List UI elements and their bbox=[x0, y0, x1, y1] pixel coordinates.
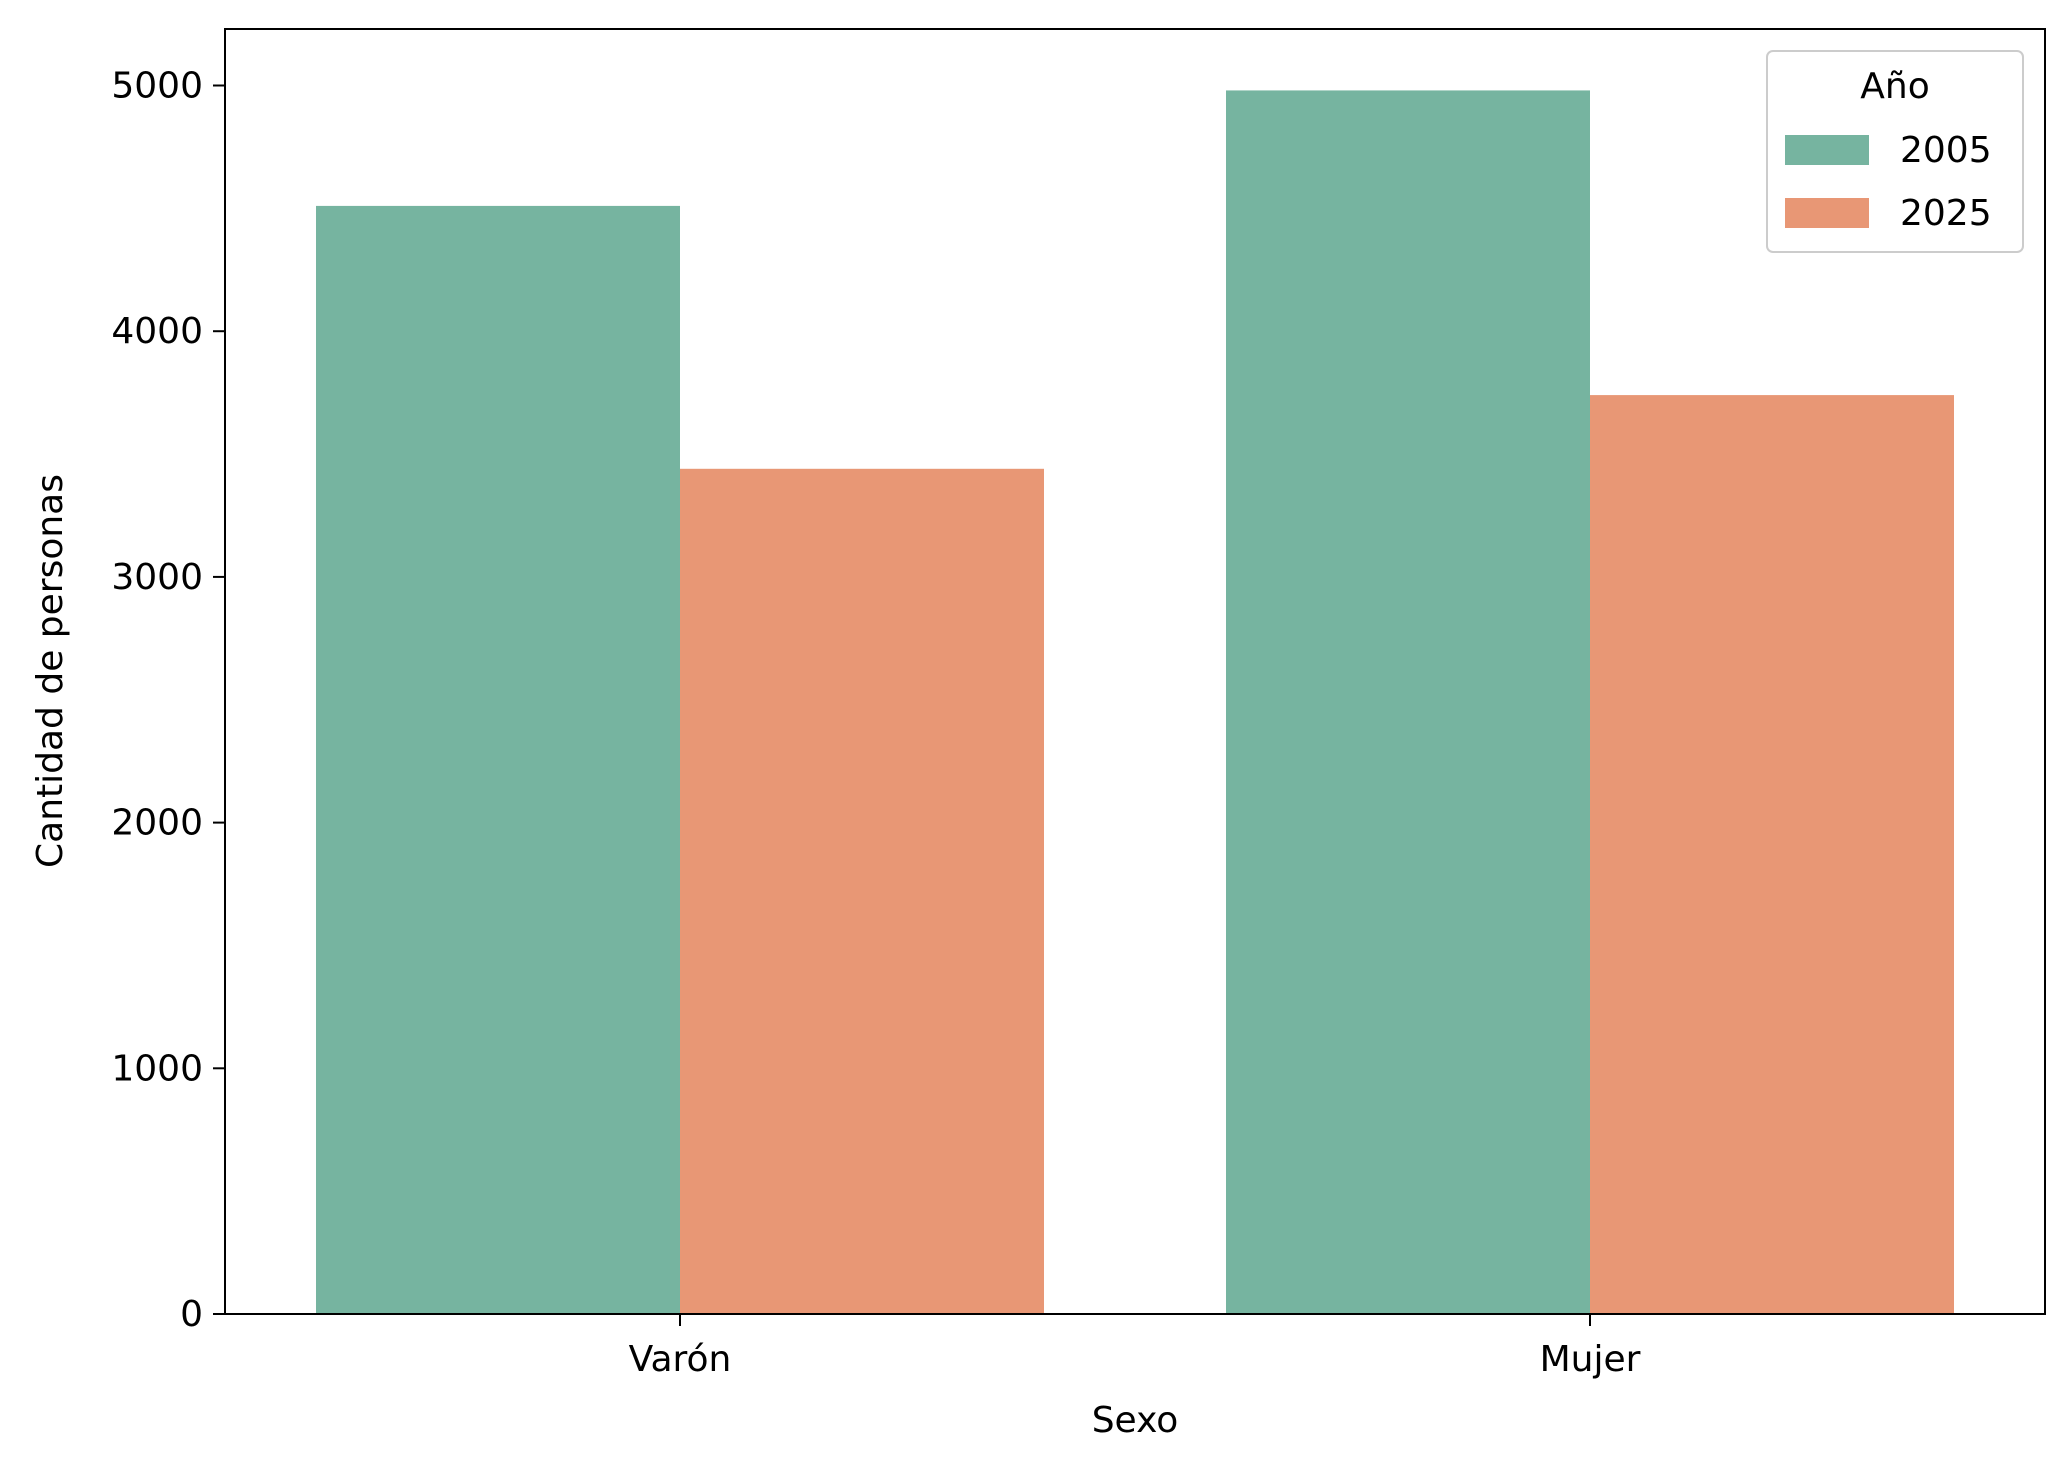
legend-swatch-2025 bbox=[1785, 198, 1869, 228]
y-tick-label: 2000 bbox=[111, 803, 203, 844]
bar-mujer-2005 bbox=[1226, 90, 1590, 1315]
legend-label-2025: 2025 bbox=[1900, 193, 1992, 234]
y-axis: 0 1000 2000 3000 4000 5000 bbox=[111, 66, 225, 1335]
x-axis: Varón Mujer bbox=[629, 1314, 1641, 1380]
legend-swatch-2005 bbox=[1785, 135, 1869, 165]
y-tick-label: 0 bbox=[180, 1294, 203, 1335]
x-tick-label: Mujer bbox=[1540, 1339, 1641, 1380]
x-tick-label: Varón bbox=[629, 1339, 732, 1380]
bars-group bbox=[316, 90, 1954, 1315]
x-axis-label: Sexo bbox=[1092, 1400, 1179, 1441]
bar-varn-2005 bbox=[316, 205, 680, 1315]
legend-title: Año bbox=[1860, 66, 1929, 107]
y-tick-label: 3000 bbox=[111, 557, 203, 598]
y-axis-label: Cantidad de personas bbox=[30, 474, 71, 868]
y-tick-label: 5000 bbox=[111, 66, 203, 107]
y-tick-label: 4000 bbox=[111, 311, 203, 352]
y-tick-label: 1000 bbox=[111, 1048, 203, 1089]
plot-frame bbox=[224, 28, 2046, 1315]
bar-varn-2025 bbox=[680, 468, 1044, 1315]
bar-mujer-2025 bbox=[1590, 395, 1954, 1315]
legend-label-2005: 2005 bbox=[1900, 130, 1992, 171]
legend: Año 2005 2025 bbox=[1766, 50, 2024, 253]
